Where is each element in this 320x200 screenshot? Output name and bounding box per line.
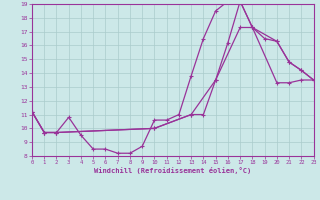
X-axis label: Windchill (Refroidissement éolien,°C): Windchill (Refroidissement éolien,°C) (94, 167, 252, 174)
